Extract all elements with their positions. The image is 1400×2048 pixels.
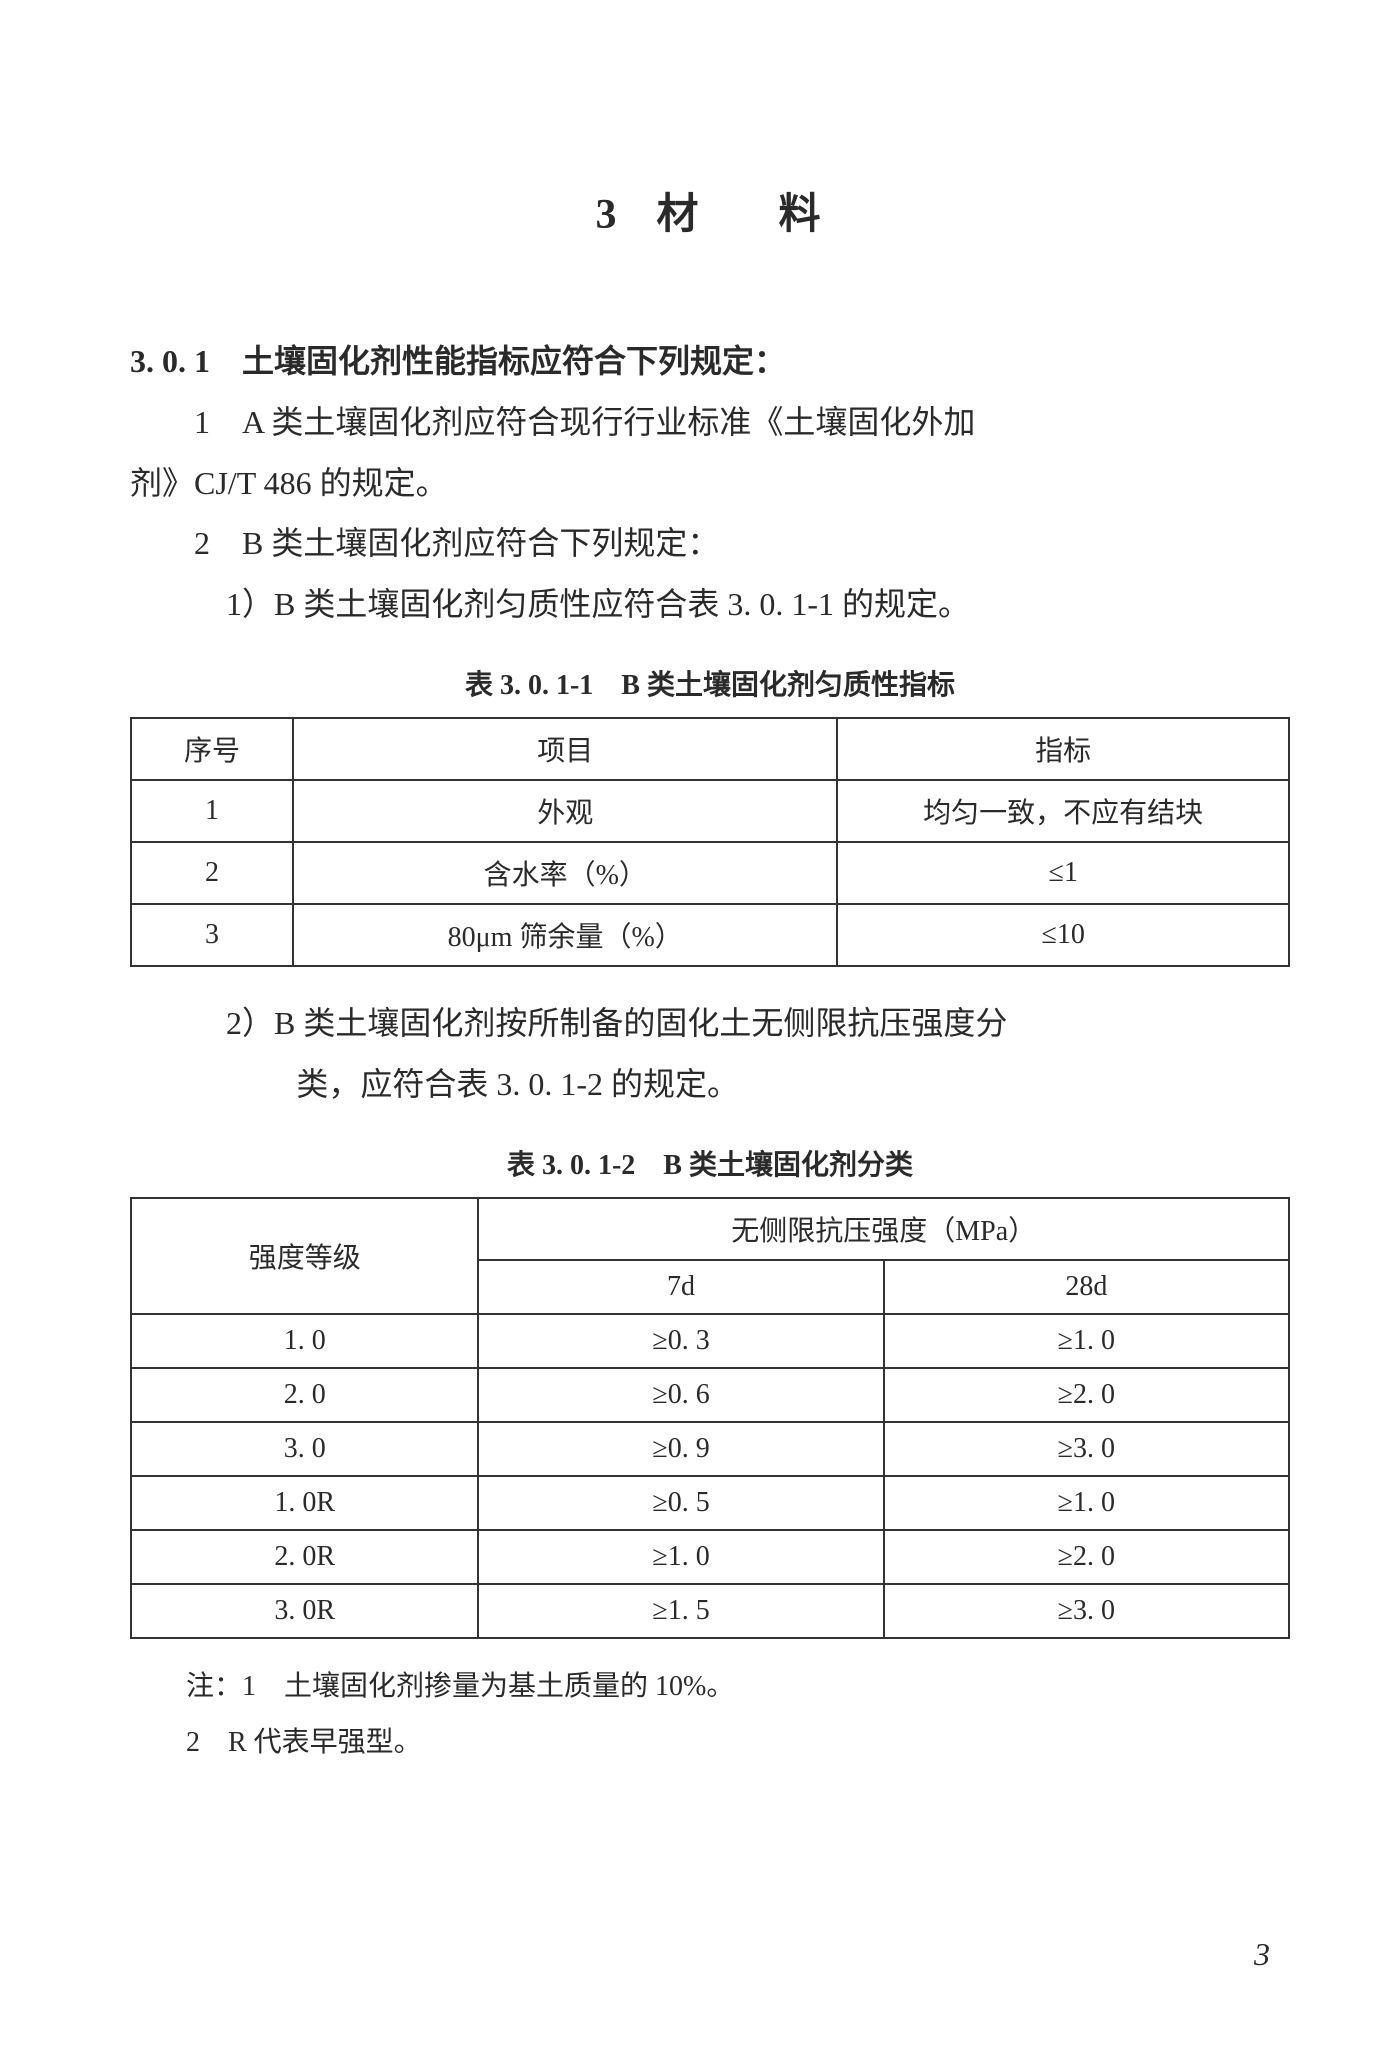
t2-cell: 1. 0R: [131, 1476, 478, 1530]
t1-cell: ≤1: [837, 842, 1289, 904]
chapter-word-b: 料: [779, 192, 825, 238]
t1-h2: 项目: [293, 718, 837, 780]
t2-cell: ≥1. 0: [884, 1314, 1289, 1368]
t2-cell: 3. 0R: [131, 1584, 478, 1638]
t1-cell: 1: [131, 780, 293, 842]
t2-cell: ≥0. 3: [478, 1314, 883, 1368]
item-2: 2 B 类土壤固化剂应符合下列规定：: [130, 513, 1290, 574]
t2-cell: ≥1. 0: [884, 1476, 1289, 1530]
table-row: 2 含水率（%） ≤1: [131, 842, 1289, 904]
t2-cell: ≥3. 0: [884, 1422, 1289, 1476]
chapter-number: 3: [595, 192, 620, 238]
t2-cell: ≥2. 0: [884, 1368, 1289, 1422]
subitem-1: 1）B 类土壤固化剂匀质性应符合表 3. 0. 1-1 的规定。: [130, 574, 1290, 635]
t2-h-28d: 28d: [884, 1260, 1289, 1314]
t2-cell: 3. 0: [131, 1422, 478, 1476]
note-2: 2 R 代表早强型。: [130, 1715, 1290, 1771]
t1-cell: 外观: [293, 780, 837, 842]
t2-cell: ≥1. 0: [478, 1530, 883, 1584]
note-prefix: 注：: [186, 1671, 242, 1702]
table-1-caption: 表 3. 0. 1-1 B 类土壤固化剂匀质性指标: [130, 663, 1290, 703]
table-row: 3. 0 ≥0. 9 ≥3. 0: [131, 1422, 1289, 1476]
table-notes: 注：1 土壤固化剂掺量为基土质量的 10%。 2 R 代表早强型。: [130, 1659, 1290, 1771]
chapter-title: 3材料: [130, 180, 1290, 241]
t2-cell: 2. 0R: [131, 1530, 478, 1584]
page-number: 3: [1254, 1936, 1270, 1973]
table-row: 序号 项目 指标: [131, 718, 1289, 780]
t1-cell: 80μm 筛余量（%）: [293, 904, 837, 966]
note-1-text: 1 土壤固化剂掺量为基土质量的 10%。: [242, 1671, 734, 1702]
t1-h1: 序号: [131, 718, 293, 780]
t2-cell: ≥0. 6: [478, 1368, 883, 1422]
table-2: 强度等级 无侧限抗压强度（MPa） 7d 28d 1. 0 ≥0. 3 ≥1. …: [130, 1197, 1290, 1639]
t2-h-7d: 7d: [478, 1260, 883, 1314]
item-1-line-b: 剂》CJ/T 486 的规定。: [130, 453, 1290, 514]
table-row: 1 外观 均匀一致，不应有结块: [131, 780, 1289, 842]
t1-cell: 含水率（%）: [293, 842, 837, 904]
t2-cell: 1. 0: [131, 1314, 478, 1368]
table-2-caption: 表 3. 0. 1-2 B 类土壤固化剂分类: [130, 1143, 1290, 1183]
t1-cell: 均匀一致，不应有结块: [837, 780, 1289, 842]
table-row: 1. 0R ≥0. 5 ≥1. 0: [131, 1476, 1289, 1530]
t2-cell: 2. 0: [131, 1368, 478, 1422]
item-1-line-a: 1 A 类土壤固化剂应符合现行行业标准《土壤固化外加: [130, 392, 1290, 453]
table-row: 3. 0R ≥1. 5 ≥3. 0: [131, 1584, 1289, 1638]
table-1: 序号 项目 指标 1 外观 均匀一致，不应有结块 2 含水率（%） ≤1 3 8…: [130, 717, 1290, 967]
t1-cell: 3: [131, 904, 293, 966]
t2-cell: ≥2. 0: [884, 1530, 1289, 1584]
section-head-text: 3. 0. 1 土壤固化剂性能指标应符合下列规定：: [130, 343, 786, 379]
t2-cell: ≥0. 5: [478, 1476, 883, 1530]
section-head: 3. 0. 1 土壤固化剂性能指标应符合下列规定：: [130, 331, 1290, 392]
t1-cell: ≤10: [837, 904, 1289, 966]
table-row: 2. 0 ≥0. 6 ≥2. 0: [131, 1368, 1289, 1422]
t2-cell: ≥1. 5: [478, 1584, 883, 1638]
t2-h-group: 无侧限抗压强度（MPa）: [478, 1198, 1289, 1260]
subitem-2-line-b: 类，应符合表 3. 0. 1-2 的规定。: [130, 1054, 1290, 1115]
table-row: 3 80μm 筛余量（%） ≤10: [131, 904, 1289, 966]
table-row: 2. 0R ≥1. 0 ≥2. 0: [131, 1530, 1289, 1584]
table-row: 强度等级 无侧限抗压强度（MPa）: [131, 1198, 1289, 1260]
t2-cell: ≥3. 0: [884, 1584, 1289, 1638]
t1-cell: 2: [131, 842, 293, 904]
spacer: [130, 967, 1290, 993]
t2-h-grade: 强度等级: [131, 1198, 478, 1314]
subitem-2-line-a: 2）B 类土壤固化剂按所制备的固化土无侧限抗压强度分: [130, 993, 1290, 1054]
t2-cell: ≥0. 9: [478, 1422, 883, 1476]
chapter-word-a: 材: [656, 192, 778, 238]
t1-h3: 指标: [837, 718, 1289, 780]
page: 3材料 3. 0. 1 土壤固化剂性能指标应符合下列规定： 1 A 类土壤固化剂…: [0, 0, 1400, 2048]
note-1: 注：1 土壤固化剂掺量为基土质量的 10%。: [130, 1659, 1290, 1715]
table-row: 1. 0 ≥0. 3 ≥1. 0: [131, 1314, 1289, 1368]
